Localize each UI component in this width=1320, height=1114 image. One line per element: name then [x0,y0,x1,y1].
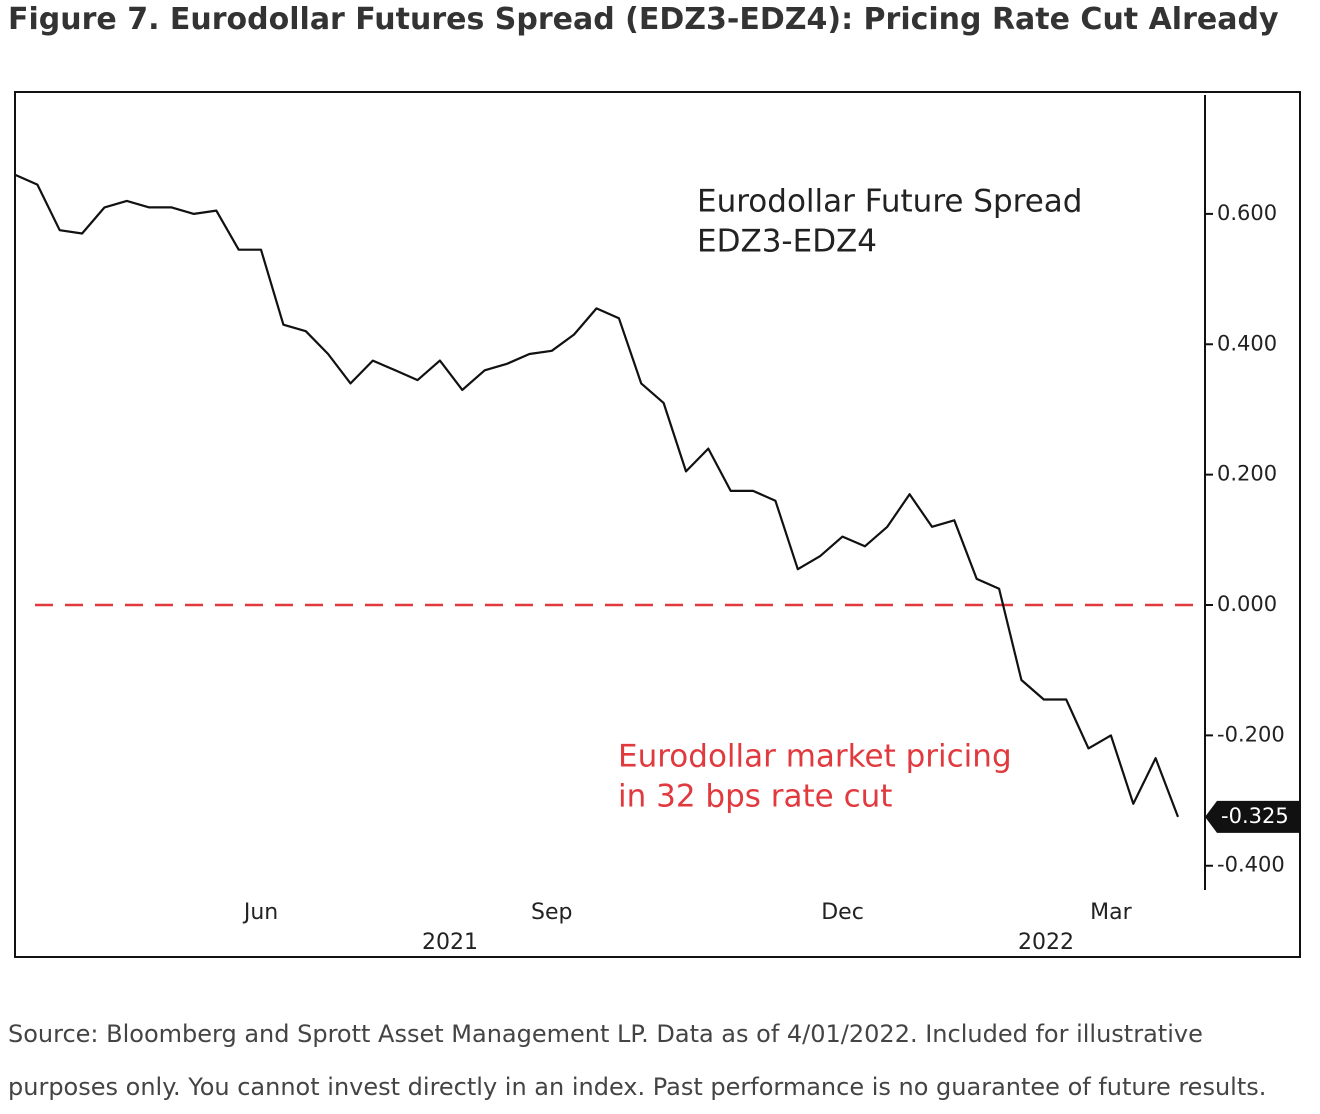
chart-title: Figure 7. Eurodollar Futures Spread (EDZ… [8,2,1279,37]
y-tick-label: 0.000 [1217,592,1277,616]
y-tick-label: 0.200 [1217,462,1277,486]
plot-frame [14,91,1301,958]
source-note: Source: Bloomberg and Sprott Asset Manag… [8,1020,1267,1101]
x-group-label: 2021 [422,930,478,955]
annotation: EDZ3-EDZ4 [697,224,877,260]
data-line [14,173,1180,818]
y-tick-label: 0.400 [1217,331,1277,355]
x-tick-label: Sep [531,900,572,925]
annotation: Eurodollar Future Spread [697,184,1082,220]
x-group-label: 2022 [1018,930,1074,955]
x-tick-label: Jun [242,900,278,925]
y-tick-label: -0.200 [1217,722,1285,746]
y-tick-label: 0.600 [1217,201,1277,225]
highlight-annotation: Eurodollar market pricing [618,739,1012,775]
highlight-annotation: in 32 bps rate cut [618,779,892,815]
x-tick-label: Dec [821,900,864,925]
value-label-box [1205,800,1300,833]
x-tick-label: Mar [1090,900,1132,925]
chart: -0.400 -0.200 0.000 0.200 0.400 0.600 Jun Sep De… [14,91,1301,958]
value-label: -0.325 [1221,804,1289,828]
y-tick-label: -0.400 [1217,853,1285,877]
